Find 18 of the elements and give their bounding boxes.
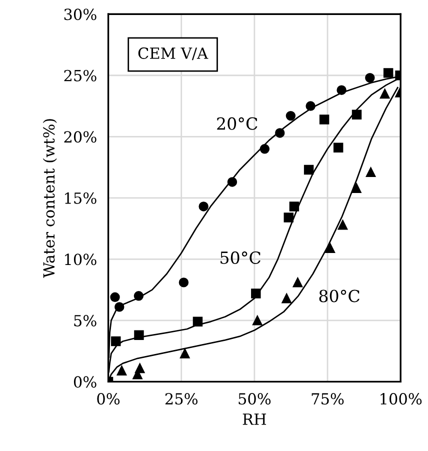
annotation: 80°C [319, 290, 360, 302]
x-tick-label: 100% [380, 393, 422, 405]
y-tick-label: 10% [65, 254, 96, 266]
annotation: CEM V/A [138, 47, 208, 60]
y-tick-label: 20% [64, 131, 96, 143]
y-tick-label: 25% [64, 70, 96, 82]
x-axis-title: RH [242, 414, 266, 425]
x-tick-label: 25% [165, 393, 198, 405]
annotation: 20°C [217, 117, 258, 130]
x-tick-label: 50% [238, 393, 271, 405]
y-tick-label: 5% [74, 314, 96, 326]
x-tick-label: 0% [97, 393, 120, 405]
y-tick-label: 30% [64, 8, 96, 20]
y-tick-label: 15% [65, 192, 96, 204]
y-tick-label: 0% [74, 376, 96, 388]
y-axis-title: Water content (wt%) [42, 119, 57, 278]
annotation: 50°C [220, 251, 260, 264]
x-tick-label: 75% [312, 393, 344, 405]
